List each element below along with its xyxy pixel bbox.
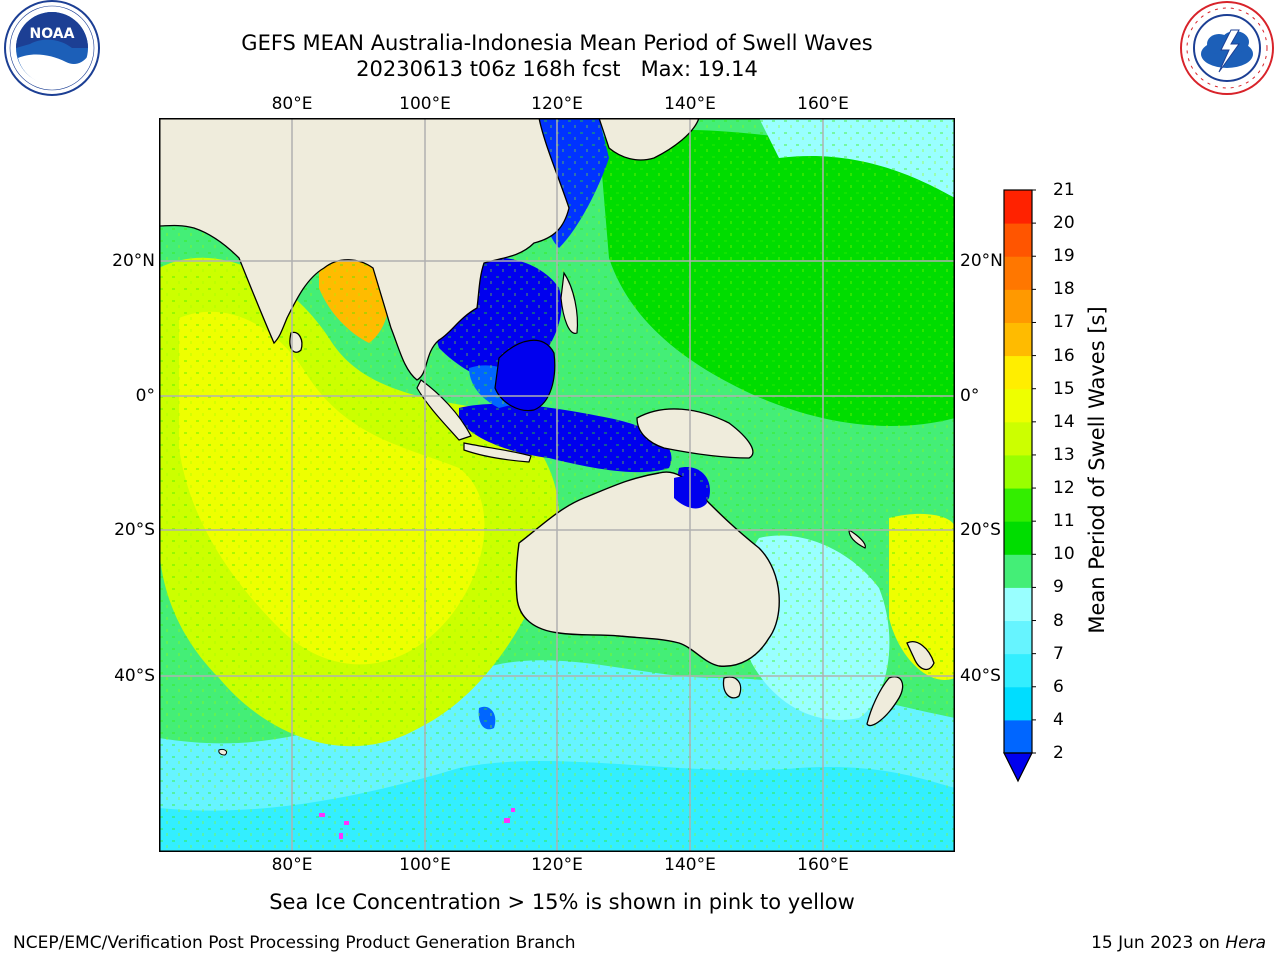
lon-label-top-160: 160°E <box>797 94 849 114</box>
land-asia <box>159 118 570 381</box>
sea-ice-patch <box>319 813 325 817</box>
lat-label-right-20s: 20°S <box>960 520 1001 540</box>
colorbar-segment <box>1004 355 1032 390</box>
colorbar-tick-label: 7 <box>1053 643 1064 664</box>
colorbar-tick-label: 15 <box>1053 378 1075 399</box>
colorbar-segment <box>1004 289 1032 323</box>
map-frame <box>159 118 955 852</box>
colorbar-tick-label: 16 <box>1053 345 1075 366</box>
colorbar-segment <box>1004 421 1032 456</box>
colorbar-tick-label: 8 <box>1053 610 1064 631</box>
lat-label-left-40s: 40°S <box>114 666 155 686</box>
footer-date: 15 Jun 2023 on Hera <box>1091 933 1266 953</box>
colorbar-tick-label: 10 <box>1053 544 1075 565</box>
colorbar-segment <box>1004 521 1032 555</box>
lon-label-top-120: 120°E <box>531 94 583 114</box>
colorbar-tick-label: 17 <box>1053 312 1075 333</box>
map-gridlines <box>159 118 955 852</box>
lat-label-right-0: 0° <box>960 386 980 406</box>
colorbar-tick-label: 9 <box>1053 577 1064 598</box>
colorbar-segment <box>1004 322 1032 357</box>
swell-period-map <box>159 118 955 852</box>
lat-label-right-40s: 40°S <box>960 666 1001 686</box>
colorbar-segment <box>1004 587 1032 622</box>
colorbar <box>1003 189 1036 783</box>
colorbar-tick-label: 12 <box>1053 478 1075 499</box>
noaa-text: NOAA <box>30 26 75 42</box>
lon-label-bottom-120: 120°E <box>531 855 583 875</box>
colorbar-segment <box>1004 620 1032 655</box>
lon-label-bottom-80: 80°E <box>271 855 313 875</box>
lon-label-top-100: 100°E <box>399 94 451 114</box>
colorbar-segment <box>1004 719 1032 754</box>
colorbar-tick-label: 4 <box>1053 709 1064 730</box>
colorbar-segment <box>1004 488 1032 522</box>
sea-ice-note: Sea Ice Concentration > 15% is shown in … <box>269 890 855 914</box>
noaa-logo: NOAA <box>4 0 100 96</box>
lat-label-left-0: 0° <box>135 386 155 406</box>
colorbar-tick-label: 11 <box>1053 511 1075 532</box>
footer-credit: NCEP/EMC/Verification Post Processing Pr… <box>13 933 576 953</box>
lon-label-bottom-140: 140°E <box>664 855 716 875</box>
lon-label-bottom-100: 100°E <box>399 855 451 875</box>
footer-machine: Hera <box>1225 933 1266 953</box>
chart-title: GEFS MEAN Australia-Indonesia Mean Perio… <box>241 31 873 55</box>
colorbar-tick-label: 21 <box>1053 180 1075 200</box>
lon-label-top-140: 140°E <box>664 94 716 114</box>
colorbar-segment <box>1004 554 1032 588</box>
footer-date-text: 15 Jun 2023 on <box>1091 933 1220 953</box>
lat-label-left-20n: 20°N <box>112 251 155 271</box>
colorbar-tick-label: 14 <box>1053 411 1075 432</box>
land-new-guinea <box>636 408 754 459</box>
colorbar-tick-label: 19 <box>1053 246 1075 267</box>
chart-subtitle: 20230613 t06z 168h fcst Max: 19.14 <box>356 57 758 81</box>
colorbar-segment <box>1004 190 1032 224</box>
colorbar-tick-label: 2 <box>1053 743 1064 763</box>
colorbar-segment <box>1004 388 1032 423</box>
colorbar-segment <box>1004 256 1032 290</box>
colorbar-extend-min <box>1003 752 1033 783</box>
nws-logo <box>1180 1 1274 95</box>
colorbar-tick-label: 20 <box>1053 213 1075 234</box>
colorbar-label: Mean Period of Swell Waves [s] <box>1085 306 1109 634</box>
lon-label-bottom-160: 160°E <box>797 855 849 875</box>
lat-label-left-20s: 20°S <box>114 520 155 540</box>
colorbar-frame <box>1003 189 1033 754</box>
colorbar-segment <box>1004 454 1032 489</box>
colorbar-tick-label: 18 <box>1053 279 1075 300</box>
colorbar-tick-label: 6 <box>1053 676 1064 697</box>
colorbar-segment <box>1004 686 1032 721</box>
colorbar-tick-label: 13 <box>1053 444 1075 465</box>
colorbar-segment <box>1004 223 1032 257</box>
land-new-zealand <box>906 641 935 671</box>
lon-label-top-80: 80°E <box>271 94 313 114</box>
colorbar-segment <box>1004 653 1032 688</box>
lat-label-right-20n: 20°N <box>960 251 1003 271</box>
